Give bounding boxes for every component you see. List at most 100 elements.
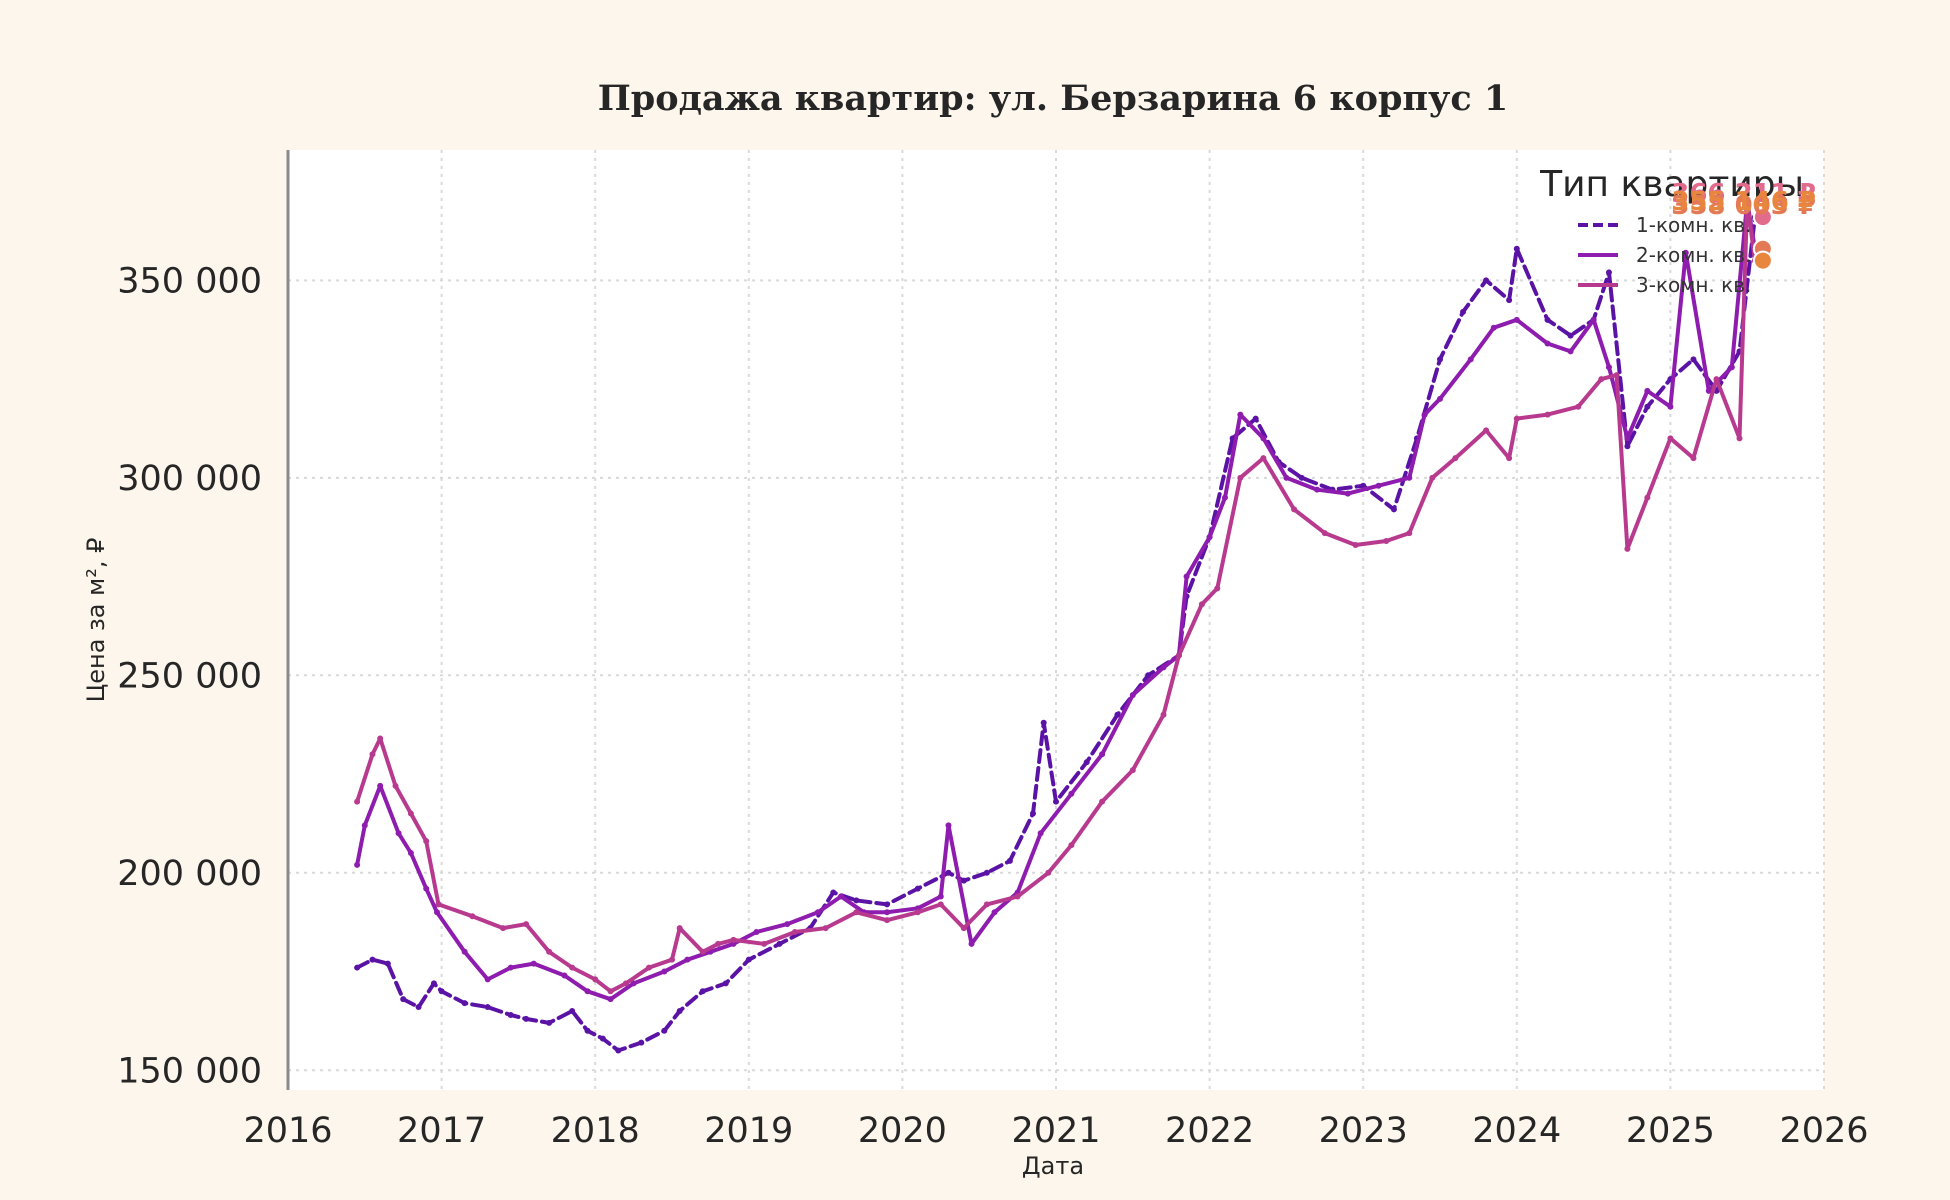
series-point <box>699 988 706 995</box>
y-tick-label: 350 000 <box>117 261 262 301</box>
y-tick-label: 300 000 <box>117 459 262 499</box>
series-point <box>937 901 944 908</box>
series-point <box>722 980 729 987</box>
series-point <box>853 909 860 916</box>
series-point <box>592 976 599 983</box>
series-point <box>776 940 783 947</box>
series-point <box>960 925 967 932</box>
series-point <box>1099 751 1106 758</box>
series-point <box>1406 474 1413 481</box>
series-point <box>407 850 414 857</box>
series-point <box>461 1000 468 1007</box>
series-point <box>354 964 361 971</box>
series-end-marker <box>1752 207 1773 228</box>
x-tick-label: 2022 <box>1165 1111 1254 1151</box>
x-axis-label: Дата <box>1022 1152 1084 1180</box>
series-line-2 <box>355 199 1757 1002</box>
series-point <box>354 861 361 868</box>
series-end-marker <box>1752 250 1773 271</box>
series-point <box>1690 356 1697 363</box>
series-point <box>369 956 376 963</box>
series-point <box>1429 474 1436 481</box>
series-point <box>1705 387 1712 394</box>
series-point <box>661 1027 668 1034</box>
series-point <box>914 885 921 892</box>
series-point <box>438 988 445 995</box>
series-point <box>369 751 376 758</box>
legend-label: 1-комн. кв. <box>1636 213 1751 237</box>
series-point <box>1283 474 1290 481</box>
series-point <box>1590 316 1597 323</box>
series-point <box>469 913 476 920</box>
series-point <box>1437 356 1443 363</box>
series-point <box>1483 427 1490 434</box>
series-point <box>1321 530 1328 537</box>
series-point <box>1613 372 1620 379</box>
series-point <box>530 960 537 967</box>
series-point <box>1014 893 1021 900</box>
series-point <box>1129 692 1136 699</box>
series-point <box>607 988 614 995</box>
series-point <box>1667 435 1674 442</box>
series-point <box>1260 455 1267 462</box>
series-point <box>669 956 675 963</box>
series-point <box>1544 316 1551 323</box>
series-point <box>822 925 829 932</box>
series-point <box>1624 443 1631 450</box>
series-point <box>1624 545 1631 552</box>
series-point <box>395 830 402 837</box>
y-tick-label: 250 000 <box>117 656 262 696</box>
series-point <box>1452 455 1459 462</box>
series-point <box>1390 506 1397 513</box>
series-point <box>1314 486 1321 493</box>
series-point <box>423 885 430 892</box>
series-point <box>384 960 391 967</box>
series-point <box>1068 842 1075 849</box>
series-point <box>1544 411 1551 418</box>
series-point <box>945 869 952 876</box>
series-point <box>1145 672 1152 679</box>
x-tick-label: 2016 <box>243 1111 332 1151</box>
series-end-label: 355 146 ₽ <box>1671 187 1816 217</box>
series-point <box>1506 297 1513 304</box>
series-point <box>1237 411 1244 418</box>
series-point <box>400 996 407 1003</box>
series-point <box>991 909 998 916</box>
series-point <box>784 921 791 928</box>
series-point <box>914 909 921 916</box>
series-point <box>1252 415 1259 422</box>
series-point <box>983 901 990 908</box>
series-point <box>1291 506 1298 513</box>
series-point <box>507 964 514 971</box>
series-point <box>1644 403 1651 410</box>
series-point <box>1083 759 1090 766</box>
series-point <box>791 929 798 936</box>
series-point <box>1624 435 1631 442</box>
series-point <box>661 968 668 975</box>
x-tick-label: 2020 <box>858 1111 947 1151</box>
series-point <box>1053 798 1059 805</box>
series-point <box>569 964 576 971</box>
series-lines <box>354 198 1758 1054</box>
series-point <box>853 897 860 904</box>
series-point <box>584 988 591 995</box>
legend-title: Тип квартиры <box>1539 164 1804 205</box>
series-point <box>561 972 568 979</box>
series-point <box>814 909 821 916</box>
series-point <box>500 925 507 932</box>
end-labels: 366 211 ₽358 003 ₽355 146 ₽ <box>1671 179 1816 271</box>
series-point <box>484 976 491 983</box>
chart-title: Продажа квартир: ул. Берзарина 6 корпус … <box>598 78 1509 119</box>
series-point <box>1567 348 1574 355</box>
series-point <box>1667 403 1674 410</box>
series-point <box>407 810 414 817</box>
series-point <box>546 1019 553 1026</box>
series-point <box>1006 857 1013 864</box>
series-point <box>423 838 430 845</box>
series-point <box>1406 530 1413 537</box>
series-point <box>599 1035 606 1042</box>
x-tick-label: 2026 <box>1779 1111 1868 1151</box>
legend-label: 3-комн. кв. <box>1636 273 1751 297</box>
series-point <box>1437 395 1443 402</box>
series-point <box>1513 415 1520 422</box>
